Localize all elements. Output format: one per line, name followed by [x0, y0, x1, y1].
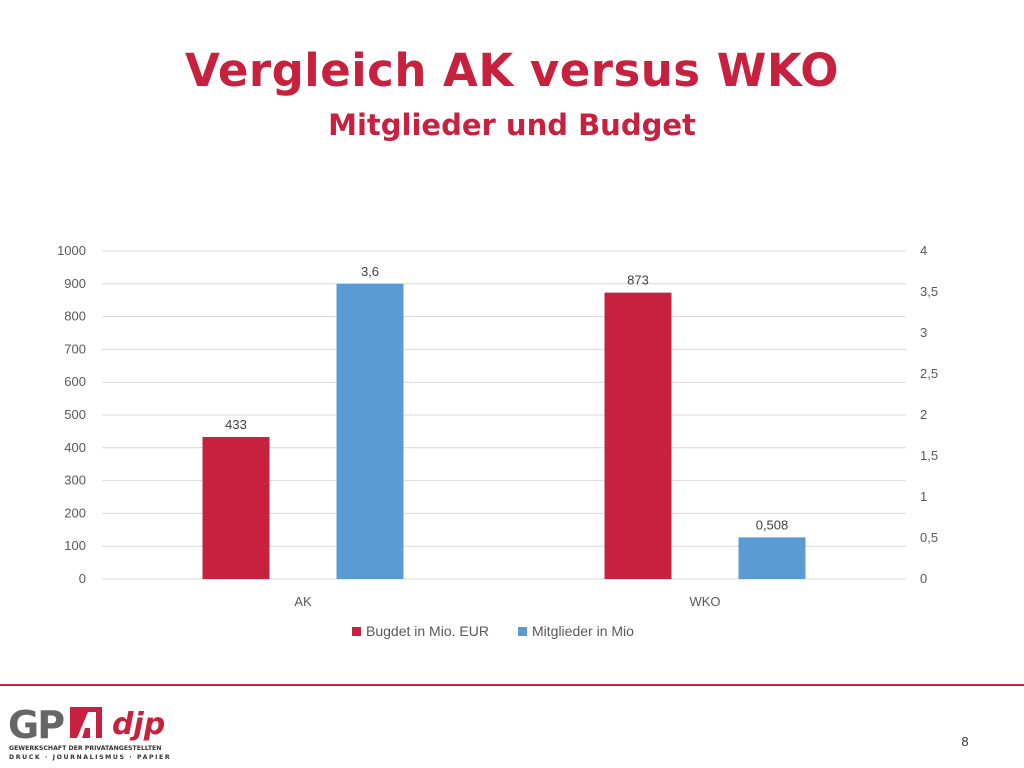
bar [604, 292, 672, 579]
y-left-tick-label: 900 [64, 276, 86, 291]
x-tick-label: AK [294, 594, 312, 609]
page-number: 8 [961, 734, 969, 749]
legend-label: Mitglieder in Mio [532, 623, 634, 639]
y-left-tick-label: 800 [64, 309, 86, 324]
y-right-tick-label: 3 [920, 325, 927, 340]
y-left-tick-label: 100 [64, 538, 86, 553]
y-left-tick-label: 600 [64, 374, 86, 389]
footer-divider [0, 684, 1024, 686]
slide-subtitle: Mitglieder und Budget [328, 108, 696, 142]
data-label: 0,508 [756, 517, 789, 532]
y-left-tick-label: 200 [64, 505, 86, 520]
logo-tagline-2: DRUCK · JOURNALISMUS · PAPIER [9, 754, 171, 761]
legend-swatch [518, 627, 527, 636]
legend-label: Bugdet in Mio. EUR [366, 623, 489, 639]
x-tick-label: WKO [689, 594, 720, 609]
gpa-djp-logo: GP djp GEWERKSCHAFT DER PRIVATANGESTELLT… [8, 704, 171, 761]
y-right-tick-label: 1 [920, 489, 927, 504]
logo-tagline-1: GEWERKSCHAFT DER PRIVATANGESTELLTEN [9, 745, 161, 752]
data-label: 433 [225, 417, 247, 432]
y-left-tick-label: 400 [64, 440, 86, 455]
bar [202, 436, 270, 579]
y-right-tick-label: 0,5 [920, 530, 938, 545]
legend-swatch [352, 627, 361, 636]
y-right-tick-label: 2,5 [920, 366, 938, 381]
svg-text:djp: djp [112, 707, 165, 742]
bar [336, 283, 404, 579]
bar-chart: 0 100 200 300 400 500 600 700 800 900 1000 0 0,5 1 1,5… [57, 243, 938, 639]
y-right-tick-label: 3,5 [920, 284, 938, 299]
y-left-tick-label: 300 [64, 473, 86, 488]
y-left-tick-label: 700 [64, 341, 86, 356]
y-right-tick-label: 1,5 [920, 448, 938, 463]
y-right-tick-label: 4 [920, 243, 927, 258]
y-right-tick-label: 2 [920, 407, 927, 422]
svg-text:GP: GP [8, 704, 64, 747]
y-left-tick-label: 1000 [57, 243, 86, 258]
data-label: 873 [627, 273, 649, 288]
bar [738, 537, 806, 579]
y-left-tick-label: 500 [64, 407, 86, 422]
y-right-tick-label: 0 [920, 571, 927, 586]
slide-title: Vergleich AK versus WKO [185, 44, 839, 97]
data-label: 3,6 [361, 264, 379, 279]
y-left-tick-label: 0 [79, 571, 86, 586]
